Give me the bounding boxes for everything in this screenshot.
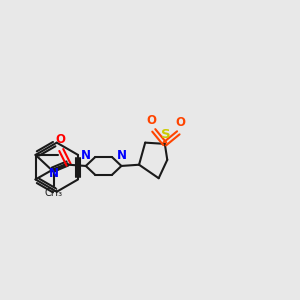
Text: O: O — [146, 114, 156, 127]
Text: O: O — [55, 133, 65, 146]
Text: S: S — [161, 128, 171, 141]
Text: N: N — [81, 148, 91, 161]
Text: CH₃: CH₃ — [45, 188, 63, 197]
Text: N: N — [116, 148, 126, 161]
Text: O: O — [176, 116, 186, 129]
Text: N: N — [49, 167, 59, 180]
